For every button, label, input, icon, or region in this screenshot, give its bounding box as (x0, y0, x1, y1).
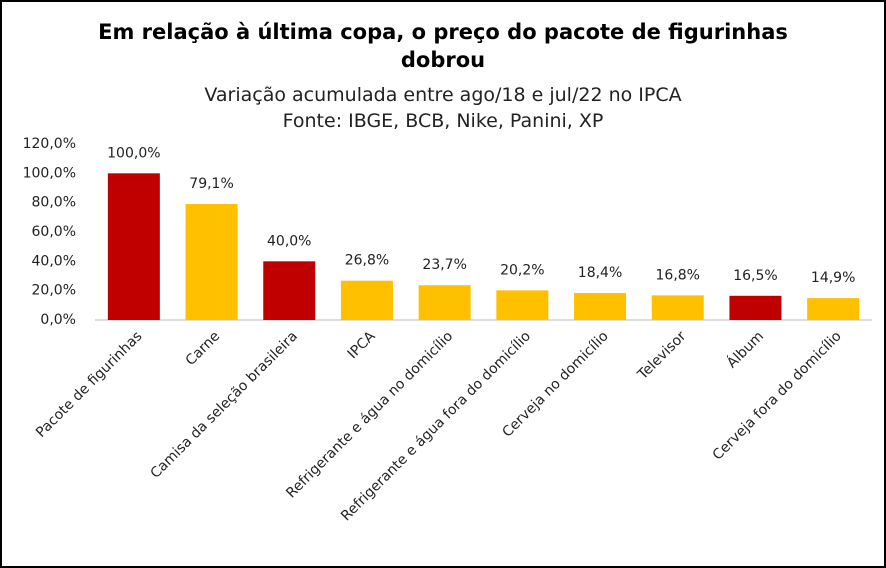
x-tick-label: IPCA (345, 328, 379, 362)
value-label: 40,0% (267, 233, 311, 249)
bar (574, 293, 627, 320)
bar (729, 295, 782, 320)
bar (340, 280, 393, 320)
x-tick-label: Álbum (723, 328, 767, 372)
bar (107, 173, 160, 320)
bar (263, 261, 316, 320)
value-label: 79,1% (189, 176, 233, 192)
x-tick-label: Televisor (634, 328, 689, 383)
x-tick-label: Pacote de figurinhas (33, 328, 145, 440)
chart-title: Em relação à última copa, o preço do pac… (98, 20, 788, 72)
y-tick-label: 100,0% (23, 165, 76, 181)
y-tick-label: 0,0% (40, 312, 76, 328)
value-label: 18,4% (578, 265, 622, 281)
value-label: 14,9% (811, 270, 855, 286)
y-tick-label: 20,0% (32, 283, 76, 299)
value-label: 16,8% (656, 267, 700, 283)
value-label: 16,5% (733, 268, 777, 284)
y-tick-label: 120,0% (23, 136, 76, 152)
value-label: 20,2% (500, 262, 544, 278)
bar (807, 298, 860, 320)
value-label: 100,0% (107, 145, 160, 161)
x-tick-label: Camisa da seleção brasileira (147, 328, 300, 481)
x-tick-label: Refrigerante e água no domicílio (283, 328, 456, 501)
chart-source: Fonte: IBGE, BCB, Nike, Panini, XP (282, 110, 604, 132)
bar (185, 203, 238, 320)
y-tick-label: 40,0% (32, 253, 76, 269)
y-tick-label: 80,0% (32, 195, 76, 211)
chart-subtitle: Variação acumulada entre ago/18 e jul/22… (204, 84, 682, 106)
y-tick-label: 60,0% (32, 224, 76, 240)
x-tick-label: Cerveja fora do domicílio (710, 328, 845, 463)
bar (651, 295, 704, 320)
value-label: 23,7% (422, 257, 466, 273)
bar (496, 290, 549, 320)
value-label: 26,8% (345, 253, 389, 269)
x-tick-label: Carne (183, 328, 224, 369)
bar (418, 285, 471, 320)
